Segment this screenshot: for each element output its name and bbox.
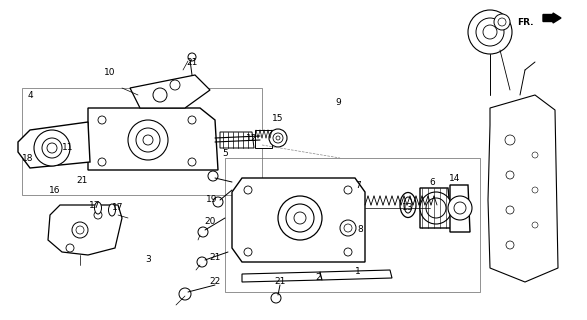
Circle shape	[276, 136, 280, 140]
Circle shape	[271, 293, 281, 303]
Text: 13: 13	[402, 204, 414, 212]
Circle shape	[420, 192, 452, 224]
Circle shape	[532, 187, 538, 193]
Text: 21: 21	[186, 58, 198, 67]
Text: 16: 16	[49, 186, 60, 195]
Text: 15: 15	[272, 114, 284, 123]
Circle shape	[208, 171, 218, 181]
Circle shape	[153, 88, 167, 102]
Circle shape	[344, 248, 352, 256]
Ellipse shape	[400, 193, 416, 218]
Polygon shape	[320, 270, 392, 280]
Circle shape	[344, 224, 352, 232]
Circle shape	[34, 130, 70, 166]
Text: 17: 17	[112, 204, 124, 212]
Circle shape	[426, 198, 446, 218]
Text: 10: 10	[104, 68, 116, 76]
Polygon shape	[48, 205, 122, 255]
Circle shape	[72, 222, 88, 238]
Circle shape	[128, 120, 168, 160]
Circle shape	[244, 248, 252, 256]
Circle shape	[506, 206, 514, 214]
Circle shape	[294, 212, 306, 224]
Circle shape	[269, 129, 287, 147]
Circle shape	[213, 197, 223, 207]
Circle shape	[244, 186, 252, 194]
Circle shape	[197, 257, 207, 267]
Circle shape	[494, 14, 510, 30]
Text: 2: 2	[315, 274, 321, 283]
Circle shape	[136, 128, 160, 152]
Circle shape	[448, 196, 472, 220]
Text: 9: 9	[335, 98, 341, 107]
Ellipse shape	[404, 197, 412, 213]
Circle shape	[179, 288, 191, 300]
Text: 4: 4	[27, 91, 33, 100]
Circle shape	[143, 135, 153, 145]
Ellipse shape	[95, 202, 102, 214]
Text: 21: 21	[76, 175, 87, 185]
Circle shape	[476, 18, 504, 46]
Polygon shape	[232, 178, 365, 262]
Circle shape	[278, 196, 322, 240]
Circle shape	[468, 10, 512, 54]
Text: 22: 22	[210, 277, 221, 286]
Circle shape	[98, 116, 106, 124]
Circle shape	[505, 135, 515, 145]
Ellipse shape	[109, 204, 116, 216]
Circle shape	[340, 220, 356, 236]
Text: 11: 11	[62, 142, 74, 151]
Text: 19: 19	[206, 196, 218, 204]
Circle shape	[66, 244, 74, 252]
Polygon shape	[220, 132, 254, 148]
Text: 21: 21	[274, 277, 286, 286]
Text: 20: 20	[204, 218, 215, 227]
Circle shape	[506, 241, 514, 249]
Circle shape	[498, 18, 506, 26]
Circle shape	[42, 138, 62, 158]
FancyArrow shape	[543, 13, 561, 23]
Text: 8: 8	[357, 226, 363, 235]
Text: 7: 7	[355, 180, 361, 189]
Circle shape	[506, 171, 514, 179]
Polygon shape	[242, 272, 322, 282]
Circle shape	[532, 222, 538, 228]
Polygon shape	[255, 130, 272, 148]
Text: 14: 14	[449, 173, 461, 182]
Text: 18: 18	[22, 154, 33, 163]
Text: 17: 17	[89, 201, 101, 210]
Text: 1: 1	[355, 268, 361, 276]
Polygon shape	[130, 75, 210, 108]
Circle shape	[47, 143, 57, 153]
Circle shape	[188, 53, 196, 61]
Circle shape	[344, 186, 352, 194]
Polygon shape	[488, 95, 558, 282]
Text: FR.: FR.	[517, 18, 533, 27]
Circle shape	[98, 158, 106, 166]
Polygon shape	[450, 185, 470, 232]
Circle shape	[483, 25, 497, 39]
Circle shape	[188, 158, 196, 166]
Text: 21: 21	[210, 253, 221, 262]
Circle shape	[170, 80, 180, 90]
Circle shape	[532, 152, 538, 158]
Polygon shape	[420, 188, 452, 228]
Text: 3: 3	[145, 255, 151, 265]
Circle shape	[198, 227, 208, 237]
Circle shape	[454, 202, 466, 214]
Text: 6: 6	[429, 178, 435, 187]
Text: 5: 5	[222, 148, 228, 157]
Polygon shape	[88, 108, 218, 170]
Circle shape	[273, 133, 283, 143]
Circle shape	[188, 116, 196, 124]
Circle shape	[76, 226, 84, 234]
Text: 12: 12	[247, 133, 258, 142]
Polygon shape	[18, 122, 90, 168]
Circle shape	[286, 204, 314, 232]
Circle shape	[94, 211, 102, 219]
